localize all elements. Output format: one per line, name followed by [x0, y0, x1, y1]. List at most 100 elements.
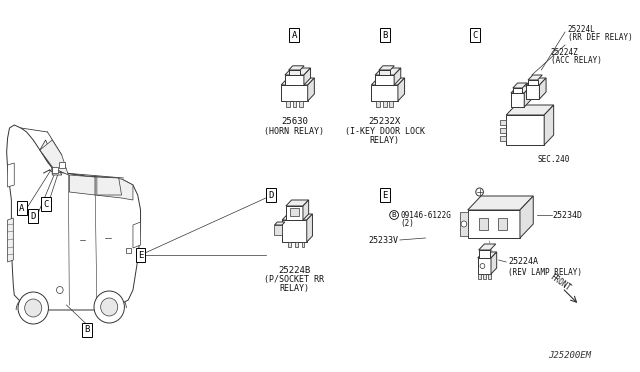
Polygon shape [528, 80, 538, 85]
Text: (ACC RELAY): (ACC RELAY) [551, 56, 602, 65]
Polygon shape [488, 274, 490, 279]
Polygon shape [286, 206, 303, 220]
Polygon shape [478, 274, 481, 279]
Circle shape [25, 299, 42, 317]
Polygon shape [376, 101, 380, 107]
Text: C: C [472, 31, 477, 39]
Polygon shape [288, 242, 291, 247]
Text: (REV LAMP RELAY): (REV LAMP RELAY) [508, 267, 582, 276]
Circle shape [100, 298, 118, 316]
Polygon shape [301, 242, 305, 247]
Polygon shape [69, 175, 95, 195]
Text: 25232X: 25232X [369, 117, 401, 126]
Polygon shape [383, 101, 387, 107]
Text: RELAY): RELAY) [370, 136, 399, 145]
Text: RELAY): RELAY) [280, 284, 309, 293]
Text: 25224Z: 25224Z [551, 48, 579, 57]
Bar [59, 162, 65, 168]
Polygon shape [398, 78, 404, 101]
Polygon shape [292, 101, 296, 107]
Text: (2): (2) [401, 218, 415, 228]
Polygon shape [477, 258, 491, 274]
Polygon shape [389, 101, 393, 107]
Polygon shape [379, 70, 390, 75]
Polygon shape [379, 66, 394, 70]
Text: A: A [19, 203, 24, 212]
Bar [498, 218, 507, 230]
Circle shape [476, 188, 483, 196]
Polygon shape [275, 222, 285, 225]
Text: FRONT: FRONT [548, 273, 572, 293]
Circle shape [480, 263, 485, 269]
Polygon shape [8, 163, 14, 187]
Text: SEC.240: SEC.240 [538, 155, 570, 164]
Polygon shape [477, 252, 497, 258]
Polygon shape [375, 68, 401, 75]
Polygon shape [281, 85, 308, 101]
Polygon shape [303, 200, 308, 220]
Polygon shape [275, 225, 282, 235]
Polygon shape [468, 210, 520, 238]
Polygon shape [307, 214, 312, 242]
Polygon shape [513, 88, 522, 93]
Circle shape [56, 286, 63, 294]
Text: D: D [268, 190, 273, 199]
Polygon shape [289, 66, 304, 70]
Polygon shape [500, 128, 506, 133]
Polygon shape [133, 222, 141, 248]
Text: B: B [84, 326, 90, 334]
Text: B: B [392, 212, 397, 218]
Polygon shape [282, 214, 312, 220]
Polygon shape [6, 125, 141, 310]
Text: E: E [382, 190, 387, 199]
Circle shape [461, 221, 467, 227]
Polygon shape [95, 177, 133, 200]
Text: (RR DEF RELAY): (RR DEF RELAY) [568, 33, 633, 42]
Polygon shape [526, 78, 546, 85]
Bar [126, 248, 131, 253]
Polygon shape [308, 78, 314, 101]
Polygon shape [506, 105, 554, 115]
Polygon shape [286, 101, 290, 107]
Polygon shape [375, 75, 394, 85]
Polygon shape [460, 212, 468, 236]
Polygon shape [299, 101, 303, 107]
Polygon shape [371, 78, 404, 85]
Polygon shape [285, 75, 304, 85]
Text: B: B [382, 31, 387, 39]
Text: 25630: 25630 [281, 117, 308, 126]
Polygon shape [468, 196, 533, 210]
Polygon shape [290, 208, 299, 216]
Polygon shape [97, 177, 122, 195]
Polygon shape [526, 85, 540, 99]
Polygon shape [8, 218, 13, 262]
Text: D: D [31, 212, 36, 221]
Polygon shape [295, 242, 298, 247]
Polygon shape [506, 115, 544, 145]
Polygon shape [285, 68, 310, 75]
Polygon shape [371, 85, 398, 101]
Text: 25224L: 25224L [568, 25, 596, 34]
Polygon shape [524, 86, 531, 107]
Polygon shape [40, 140, 68, 175]
Circle shape [18, 292, 49, 324]
Polygon shape [289, 70, 300, 75]
Text: 09146-6122G: 09146-6122G [401, 211, 452, 219]
Polygon shape [304, 68, 310, 85]
Polygon shape [520, 196, 533, 238]
Polygon shape [528, 75, 542, 80]
Polygon shape [286, 200, 308, 206]
Bar [52, 167, 58, 173]
Polygon shape [282, 220, 307, 242]
Text: (I-KEY DOOR LOCK: (I-KEY DOOR LOCK [344, 127, 424, 136]
Polygon shape [544, 105, 554, 145]
Polygon shape [281, 78, 314, 85]
Text: (HORN RELAY): (HORN RELAY) [264, 127, 324, 136]
Polygon shape [491, 252, 497, 274]
Text: 25234D: 25234D [553, 211, 582, 219]
Polygon shape [513, 83, 527, 88]
Polygon shape [511, 86, 531, 93]
Text: C: C [43, 199, 48, 208]
Text: 25224A: 25224A [508, 257, 538, 266]
Text: 25224B: 25224B [278, 266, 310, 275]
